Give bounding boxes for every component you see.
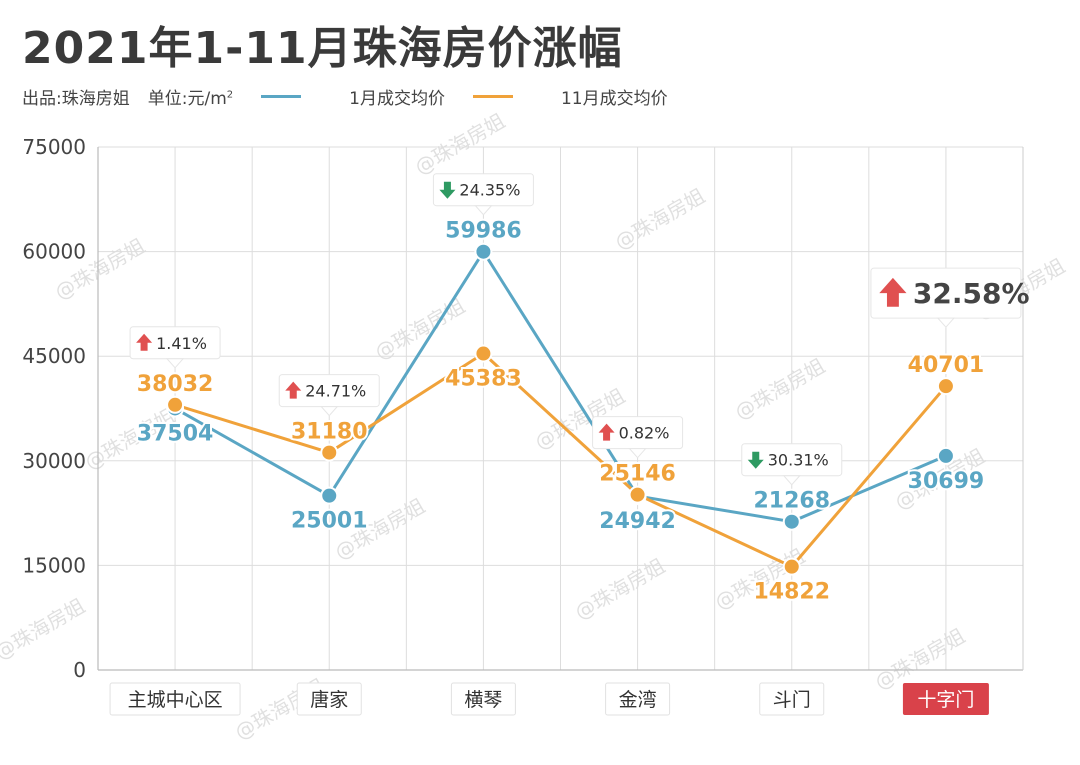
y-tick-label: 60000 (22, 240, 86, 264)
data-label: 31180 (291, 420, 368, 445)
series-line-1 (174, 352, 948, 569)
x-tick-label: 唐家 (310, 689, 348, 711)
grid (97, 146, 1024, 671)
data-label: 25001 (291, 509, 368, 534)
data-point (628, 485, 647, 504)
data-point (474, 242, 493, 261)
legend-swatch-jan (261, 94, 302, 98)
chart-title: 2021年1-11月珠海房价涨幅 (22, 23, 623, 74)
data-point (320, 486, 339, 505)
x-tick-box (450, 682, 516, 716)
watermark-text: @珠海房姐 (0, 594, 89, 665)
legend-item-jan: 1月成交均价 (261, 84, 445, 109)
unit-label: 单位:元/m2 (147, 88, 234, 109)
data-point (936, 377, 955, 396)
x-tick-box (605, 682, 671, 716)
arrow-up-icon (879, 277, 907, 307)
x-tick-label: 十字门 (917, 689, 974, 711)
chart-meta: 出品:珠海房姐 单位:元/m2 1月成交均价 11月成交均价 (22, 83, 668, 109)
callout-pointer (628, 448, 647, 459)
callout-pointer (474, 205, 493, 216)
y-tick-label: 30000 (22, 449, 86, 473)
change-callout: 1.41% (129, 326, 221, 369)
watermark-text: @珠海房姐 (611, 184, 710, 255)
data-label: 40701 (908, 353, 985, 378)
x-tick-box (296, 682, 362, 716)
change-label: 32.58% (913, 277, 1030, 310)
arrow-down-icon (747, 451, 764, 469)
callout-pointer (320, 406, 339, 417)
arrow-up-icon (285, 381, 302, 399)
source-label: 出品:珠海房姐 (22, 88, 130, 109)
change-label: 1.41% (156, 334, 207, 353)
change-callout: 24.35% (432, 173, 534, 216)
data-label: 24942 (599, 509, 676, 534)
x-tick-label: 横琴 (464, 689, 502, 711)
data-label: 38032 (137, 372, 214, 397)
data-label: 59986 (445, 219, 522, 244)
arrow-up-icon (136, 333, 153, 351)
data-point (320, 443, 339, 462)
change-label: 30.31% (768, 451, 829, 470)
data-point (782, 557, 801, 576)
series-line-0 (174, 250, 947, 524)
callout-pointer (936, 317, 956, 328)
y-tick-label: 45000 (22, 344, 86, 368)
legend-label-nov: 11月成交均价 (560, 88, 668, 109)
y-tick-label: 0 (73, 658, 86, 682)
x-tick-box (902, 683, 989, 715)
legend-label-jan: 1月成交均价 (349, 88, 445, 109)
data-label: 21268 (753, 489, 830, 514)
change-label: 24.35% (459, 181, 520, 200)
change-callout: 32.58% (870, 267, 1030, 328)
y-tick-label: 15000 (22, 553, 86, 577)
x-tick-label: 斗门 (773, 689, 811, 711)
arrow-up-icon (598, 423, 615, 441)
data-point (474, 344, 493, 363)
x-tick-box (759, 682, 825, 716)
arrow-down-icon (439, 181, 456, 199)
x-tick-label: 主城中心区 (128, 689, 223, 711)
legend-swatch-nov (472, 94, 513, 98)
data-label: 37504 (137, 421, 214, 446)
change-callout: 24.71% (278, 374, 380, 417)
callout-pointer (165, 358, 185, 369)
watermark-text: @珠海房姐 (411, 109, 510, 180)
data-label: 14822 (753, 580, 830, 605)
x-tick-label: 金湾 (619, 689, 657, 711)
legend-item-nov: 11月成交均价 (472, 84, 668, 109)
change-label: 0.82% (619, 424, 670, 443)
change-callout: 0.82% (592, 416, 684, 459)
x-tick-box (109, 682, 241, 716)
data-point (782, 512, 801, 531)
data-label: 30699 (908, 469, 985, 494)
change-label: 24.71% (305, 382, 366, 401)
change-callout: 30.31% (741, 443, 843, 486)
data-label: 45383 (445, 367, 522, 392)
watermark-text: @珠海房姐 (571, 554, 670, 625)
y-tick-label: 75000 (22, 135, 86, 159)
data-label: 25146 (599, 462, 676, 487)
callout-pointer (782, 475, 801, 486)
data-point (166, 395, 185, 414)
watermark-text: @珠海房姐 (731, 354, 830, 425)
data-point (936, 446, 955, 465)
